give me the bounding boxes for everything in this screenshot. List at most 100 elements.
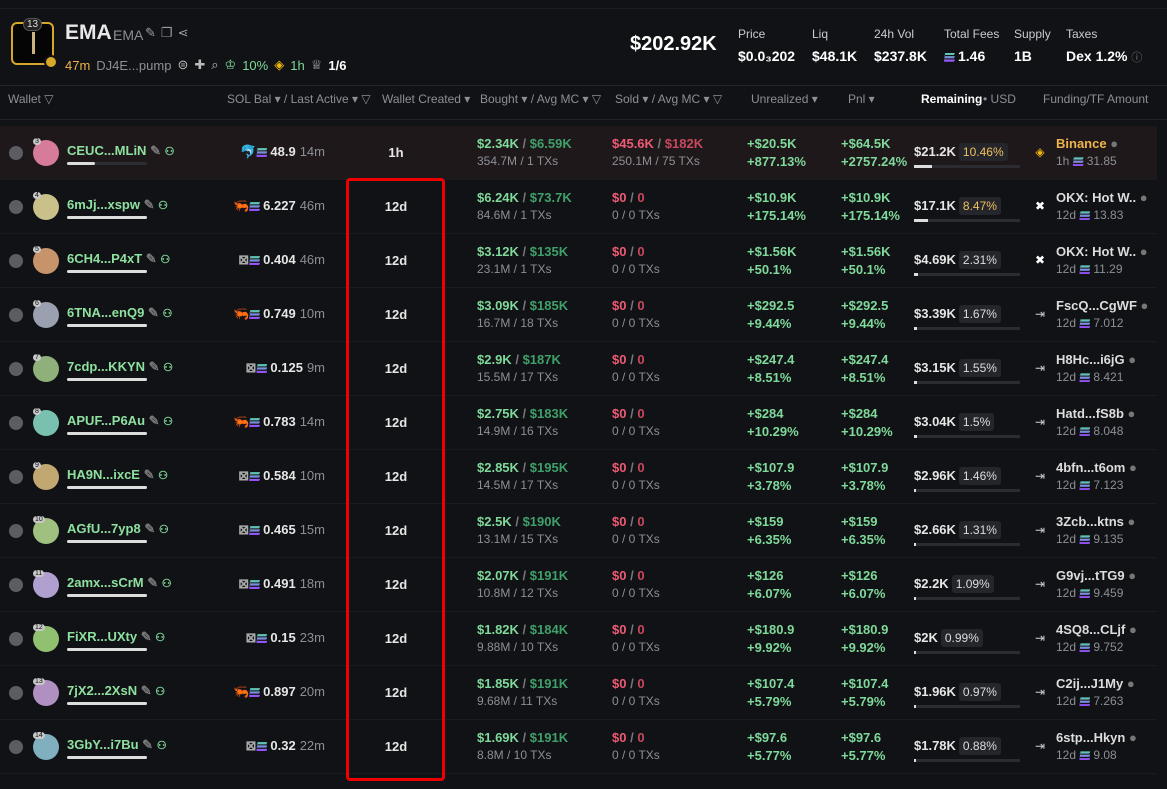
header-sol-bal[interactable]: SOL Bal ▾ / Last Active ▾ ▽ <box>227 92 371 106</box>
row-menu-icon[interactable] <box>9 686 23 700</box>
table-row[interactable]: 9 HA9N...ixcE ✎ ⚇ ⊠ 0.584 10m 12d $2.85K /… <box>0 450 1157 504</box>
badge-count: 13 <box>23 18 43 31</box>
edit-icon[interactable]: ✎ <box>143 467 155 482</box>
row-menu-icon[interactable] <box>9 146 23 160</box>
wallet-address[interactable]: APUF...P6Au ✎ ⚇ <box>67 413 174 428</box>
funding-source[interactable]: OKX: Hot W.. ● <box>1056 244 1148 259</box>
row-menu-icon[interactable] <box>9 632 23 646</box>
table-row[interactable]: 14 3GbY...i7Bu ✎ ⚇ ⊠ 0.32 22m 12d $1.69K /… <box>0 720 1157 774</box>
table-row[interactable]: 7 7cdp...KKYN ✎ ⚇ ⊠ 0.125 9m 12d $2.9K / $… <box>0 342 1157 396</box>
table-row[interactable]: 3 CEUC...MLiN ✎ ⚇ 🐬 48.9 14m 1h $2.34K / $… <box>0 126 1157 180</box>
row-menu-icon[interactable] <box>9 578 23 592</box>
edit-icon[interactable]: ✎ <box>144 521 156 536</box>
note-icon[interactable]: ✚ <box>194 57 206 72</box>
edit-icon[interactable]: ✎ <box>148 413 160 428</box>
info-icon: ● <box>1128 352 1137 367</box>
header-sold[interactable]: Sold ▾ / Avg MC ▾ ▽ <box>615 92 723 106</box>
wallet-created: 12d <box>384 361 408 376</box>
row-menu-icon[interactable] <box>9 524 23 538</box>
table-row[interactable]: 10 AGfU...7yp8 ✎ ⚇ ⊠ 0.465 15m 12d $2.5K /… <box>0 504 1157 558</box>
table-row[interactable]: 5 6CH4...P4xT ✎ ⚇ ⊠ 0.404 46m 12d $3.12K /… <box>0 234 1157 288</box>
token-logo[interactable]: 13 <box>11 18 58 69</box>
header-wallet[interactable]: Wallet ▽ <box>8 92 54 106</box>
funding-source[interactable]: FscQ...CgWF ● <box>1056 298 1149 313</box>
row-menu-icon[interactable] <box>9 470 23 484</box>
wallet-created: 12d <box>384 469 408 484</box>
funding-source[interactable]: C2ij...J1My ● <box>1056 676 1135 691</box>
copy-icon[interactable]: ❐ <box>160 25 178 40</box>
row-menu-icon[interactable] <box>9 362 23 376</box>
row-menu-icon[interactable] <box>9 254 23 268</box>
funding-source[interactable]: H8Hc...i6jG ● <box>1056 352 1137 367</box>
funding-source[interactable]: G9vj...tTG9 ● <box>1056 568 1137 583</box>
info-icon: ● <box>1128 730 1137 745</box>
row-menu-icon[interactable] <box>9 200 23 214</box>
edit-icon[interactable]: ✎ <box>143 197 155 212</box>
edit-icon[interactable]: ✎ <box>140 629 152 644</box>
edit-icon[interactable]: ✎ <box>147 305 159 320</box>
remaining-pct: 0.97% <box>958 683 1001 701</box>
header-unrealized[interactable]: Unrealized ▾ <box>751 92 818 106</box>
table-row[interactable]: 6 6TNA...enQ9 ✎ ⚇ 🦐 0.749 10m 12d $3.09K /… <box>0 288 1157 342</box>
share-icon[interactable]: ⋖ <box>177 25 194 40</box>
edit-icon[interactable]: ✎ <box>145 25 161 40</box>
header-pnl[interactable]: Pnl ▾ <box>848 92 875 106</box>
table-row[interactable]: 4 6mJj...xspw ✎ ⚇ 🦐 6.227 46m 12d $6.24K /… <box>0 180 1157 234</box>
table-row[interactable]: 12 FiXR...UXty ✎ ⚇ ⊠ 0.15 23m 12d $1.82K /… <box>0 612 1157 666</box>
funding-source[interactable]: 3Zcb...ktns ● <box>1056 514 1136 529</box>
wallet-address[interactable]: 7jX2...2XsN ✎ ⚇ <box>67 683 166 698</box>
funding-source[interactable]: Binance ● <box>1056 136 1119 151</box>
edit-icon[interactable]: ✎ <box>148 359 160 374</box>
funding-source[interactable]: Hatd...fS8b ● <box>1056 406 1136 421</box>
edit-icon[interactable]: ✎ <box>150 143 161 158</box>
edit-icon[interactable]: ✎ <box>140 683 152 698</box>
pnl: +$107.4 <box>841 676 889 691</box>
wallet-address[interactable]: FiXR...UXty ✎ ⚇ <box>67 629 166 644</box>
table-row[interactable]: 11 2amx...sCrM ✎ ⚇ ⊠ 0.491 18m 12d $2.07K … <box>0 558 1157 612</box>
funding-source[interactable]: 4SQ8...CLjf ● <box>1056 622 1137 637</box>
remaining: $2.66K 1.31% <box>914 521 1001 539</box>
table-row[interactable]: 13 7jX2...2XsN ✎ ⚇ 🦐 0.897 20m 12d $1.85K … <box>0 666 1157 720</box>
search-icon[interactable]: ⌕ <box>211 57 219 72</box>
funding-source[interactable]: OKX: Hot W.. ● <box>1056 190 1148 205</box>
wallet-address[interactable]: 2amx...sCrM ✎ ⚇ <box>67 575 172 590</box>
wallet-address[interactable]: 6TNA...enQ9 ✎ ⚇ <box>67 305 173 320</box>
wallet-type-icon: 🐬 <box>240 144 257 159</box>
header-remaining-unit[interactable]: • USD <box>983 92 1016 106</box>
wallet-address[interactable]: CEUC...MLiN ✎ ⚇ <box>67 143 175 158</box>
list-icon[interactable]: ⊜ <box>177 57 189 72</box>
sold: $0 / 0 <box>612 298 645 313</box>
funding-source[interactable]: 4bfn...t6om ● <box>1056 460 1137 475</box>
row-menu-icon[interactable] <box>9 740 23 754</box>
funding-amount: 12d 7.123 <box>1056 478 1124 492</box>
header-bought[interactable]: Bought ▾ / Avg MC ▾ ▽ <box>480 92 602 106</box>
header-remaining[interactable]: Remaining <box>921 92 983 106</box>
wallet-type-icon: 🦐 <box>232 306 250 321</box>
wallet-address[interactable]: 6mJj...xspw ✎ ⚇ <box>67 197 169 212</box>
edit-icon[interactable]: ✎ <box>145 251 157 266</box>
wallet-address[interactable]: HA9N...ixcE ✎ ⚇ <box>67 467 169 482</box>
token-address[interactable]: DJ4E...pump <box>96 57 172 73</box>
edit-icon[interactable]: ✎ <box>147 575 159 590</box>
row-menu-icon[interactable] <box>9 416 23 430</box>
edit-icon[interactable]: ✎ <box>142 737 154 752</box>
bought-sub: 15.5M / 17 TXs <box>477 370 559 384</box>
token-header: 13 EMA EMA ✎❐⋖ 47m DJ4E...pump ⊜ ✚ ⌕ ♔ 1… <box>0 8 1167 86</box>
wallet-address[interactable]: 6CH4...P4xT ✎ ⚇ <box>67 251 171 266</box>
wallet-bar <box>67 648 147 651</box>
help-icon[interactable]: ⓘ <box>1131 52 1143 64</box>
remaining-pct: 1.5% <box>958 413 995 431</box>
wallet-address[interactable]: AGfU...7yp8 ✎ ⚇ <box>67 521 169 536</box>
wallet-type-icon: 🦐 <box>232 198 250 213</box>
wallet-address[interactable]: 7cdp...KKYN ✎ ⚇ <box>67 359 174 374</box>
solana-icon <box>256 148 268 158</box>
row-menu-icon[interactable] <box>9 308 23 322</box>
remaining-pct: 1.46% <box>958 467 1001 485</box>
remaining: $1.78K 0.88% <box>914 737 1001 755</box>
sold: $0 / 0 <box>612 730 645 745</box>
bought-sub: 13.1M / 15 TXs <box>477 532 559 546</box>
wallet-address[interactable]: 3GbY...i7Bu ✎ ⚇ <box>67 737 167 752</box>
funding-source[interactable]: 6stp...Hkyn ● <box>1056 730 1137 745</box>
table-row[interactable]: 8 APUF...P6Au ✎ ⚇ 🦐 0.783 14m 12d $2.75K /… <box>0 396 1157 450</box>
header-wallet-created[interactable]: Wallet Created ▾ <box>382 92 471 106</box>
